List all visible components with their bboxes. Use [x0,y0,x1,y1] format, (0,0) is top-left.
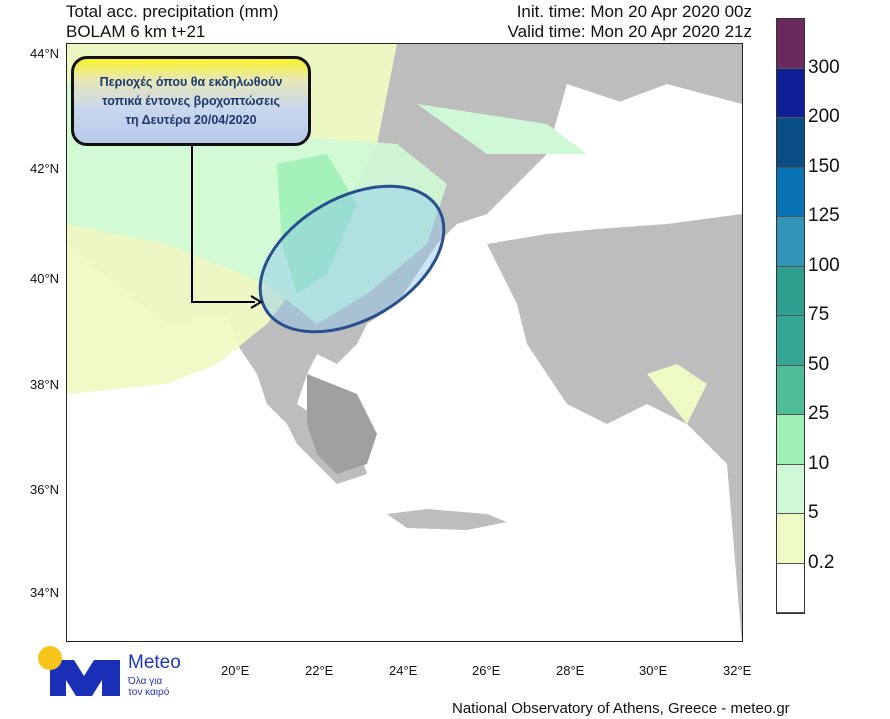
colorbar-segment [777,365,804,415]
colorbar-label: 75 [808,304,830,325]
colorbar-segment [777,217,804,267]
lat-tick: 44°N [30,46,60,61]
colorbar-segment [777,118,804,168]
land-crete [387,509,507,530]
meteo-logo: Meteo Όλα για τον καιρό [36,646,206,700]
map-title: Total acc. precipitation (mm) [66,2,279,21]
lat-tick: 42°N [30,161,60,176]
logo-tagline-1: Όλα για [128,676,163,687]
colorbar-label: 125 [808,205,840,226]
callout-box: Περιοχές όπου θα εκδηλωθούν τοπικά έντον… [71,56,311,146]
callout-line1: Περιοχές όπου θα εκδηλωθούν [99,74,283,89]
lat-tick: 34°N [30,585,60,600]
land-black-sea [547,84,742,194]
colorbar-segment [777,514,804,564]
colorbar-segment [777,266,804,316]
colorbar-segment [777,464,804,514]
lon-tick: 26°E [472,663,501,678]
callout-arrow [191,144,255,303]
meteo-logo-icon [38,646,120,696]
colorbar-segment [777,19,804,69]
colorbar-segment [777,68,804,118]
precip-5mm-turkey [647,364,707,424]
lon-tick: 30°E [639,663,668,678]
valid-time: Valid time: Mon 20 Apr 2020 21z [507,22,752,41]
precip-25mm-area [277,154,357,294]
colorbar-label: 10 [808,452,830,474]
lon-tick: 32°E [723,663,752,678]
lat-tick: 38°N [30,377,60,392]
colorbar-label: 100 [808,254,840,276]
precip-10mm-band [417,104,587,154]
land-peloponnese [307,374,377,474]
highlight-ellipse [258,184,446,334]
colorbar-segment [777,415,804,465]
credit-text: National Observatory of Athens, Greece -… [452,700,790,717]
arrow-head-icon [250,295,263,309]
colorbar-label: 50 [808,353,830,375]
lon-tick: 22°E [305,663,334,678]
logo-name: Meteo [128,652,181,673]
colorbar-segment [777,167,804,217]
colorbar-label: 5 [808,502,819,523]
colorbar-segment [777,563,804,613]
logo-tagline-2: τον καιρό [128,687,170,698]
lon-tick: 28°E [556,663,585,678]
colorbar-label: 200 [808,106,840,127]
lat-tick: 36°N [30,482,60,497]
colorbar-segment [777,316,804,366]
lat-tick: 40°N [30,271,60,286]
lon-tick: 24°E [389,663,418,678]
callout-line3: τη Δευτέρα 20/04/2020 [125,112,257,127]
init-time: Init. time: Mon 20 Apr 2020 00z [516,2,752,21]
lon-tick: 20°E [221,663,250,678]
logo-tagline: Όλα για τον καιρό [128,676,169,698]
model-label: BOLAM 6 km t+21 [66,22,206,41]
colorbar-label: 0.2 [808,551,835,573]
colorbar-label: 300 [808,56,840,78]
colorbar [776,18,805,614]
colorbar-label: 150 [808,155,840,177]
colorbar-label: 25 [808,403,830,424]
callout-line2: τοπικά έντονες βροχοπτώσεις [102,93,280,108]
land-turkey [487,214,742,641]
